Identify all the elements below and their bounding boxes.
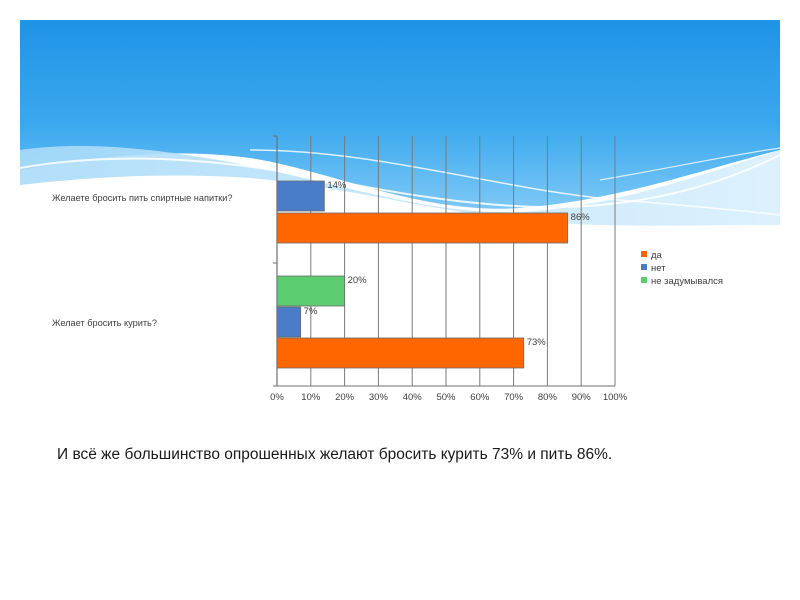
legend-label: да — [651, 250, 663, 261]
bar — [276, 180, 325, 212]
data-label: 86% — [571, 212, 591, 223]
x-tick-label: 30% — [369, 392, 389, 403]
legend-swatch — [641, 277, 647, 283]
x-tick-label: 60% — [470, 392, 490, 403]
legend-label: нет — [651, 263, 666, 274]
data-label: 20% — [348, 275, 368, 286]
data-label: 73% — [527, 337, 547, 348]
slide-caption: И всё же большинство опрошенных желают б… — [57, 446, 613, 463]
bar — [276, 337, 525, 369]
data-label: 7% — [304, 306, 318, 317]
banner-shape — [19, 20, 781, 226]
data-label: 14% — [327, 180, 347, 191]
category-label: Желаете бросить пить спиртные напитки? — [52, 193, 233, 203]
x-tick-label: 100% — [603, 392, 628, 403]
x-tick-label: 90% — [572, 392, 592, 403]
x-tick-label: 50% — [436, 392, 456, 403]
category-label: Желает бросить курить? — [52, 318, 157, 328]
x-tick-label: 40% — [403, 392, 423, 403]
x-tick-label: 0% — [270, 392, 284, 403]
x-tick-label: 20% — [335, 392, 355, 403]
legend-label: не задумывался — [651, 276, 723, 287]
x-tick-label: 70% — [504, 392, 524, 403]
x-tick-label: 80% — [538, 392, 558, 403]
legend-swatch — [641, 251, 647, 257]
bar — [276, 306, 302, 338]
legend-swatch — [641, 264, 647, 270]
x-tick-label: 10% — [301, 392, 321, 403]
bar — [276, 212, 569, 244]
bar — [276, 275, 345, 307]
